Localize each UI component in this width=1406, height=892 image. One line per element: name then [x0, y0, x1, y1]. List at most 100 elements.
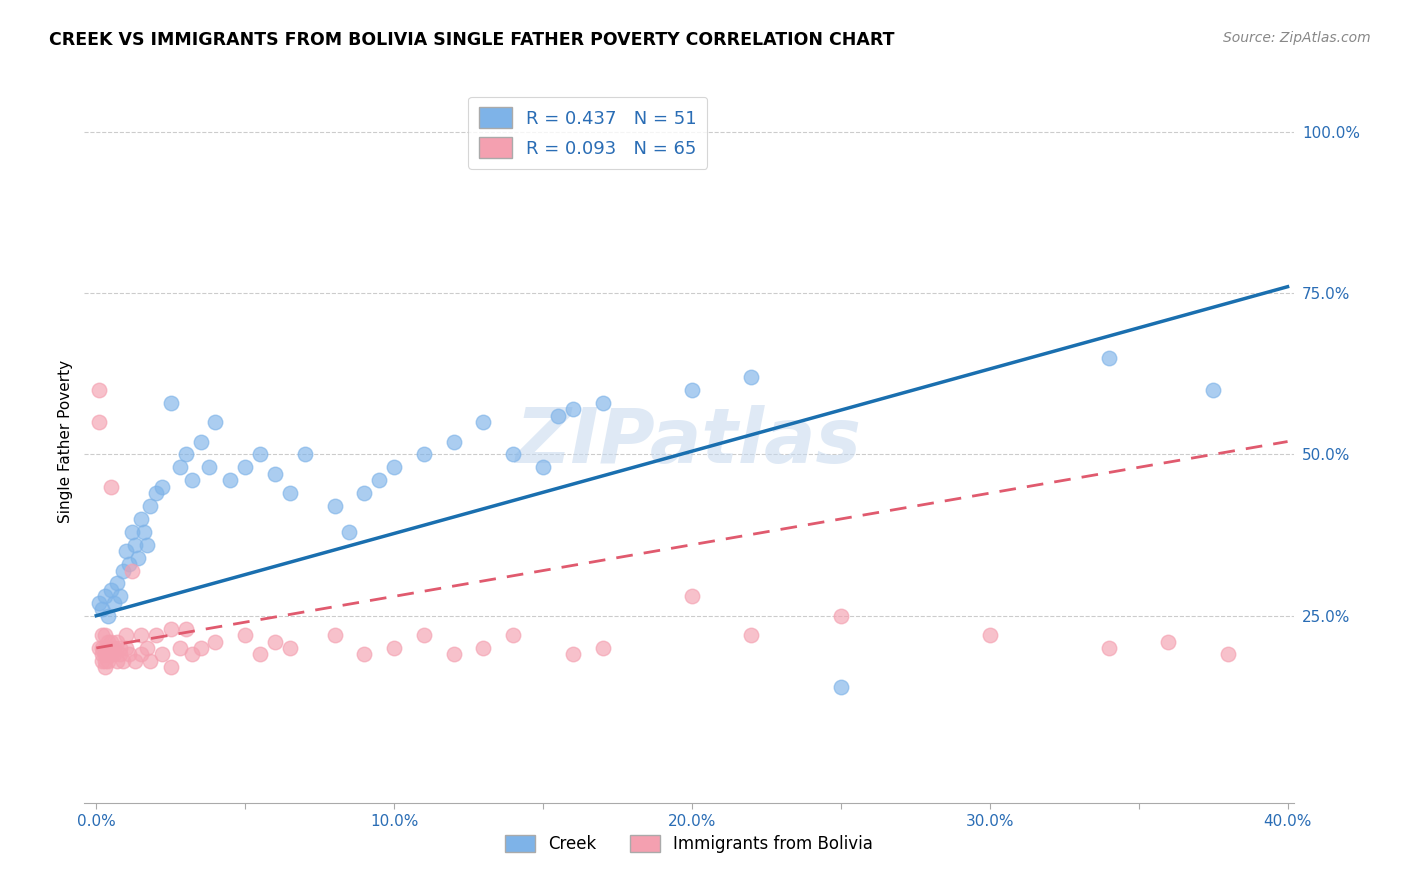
Point: [190, 434, 212, 449]
Y-axis label: Single Father Poverty: Single Father Poverty: [58, 360, 73, 523]
Point: [472, 640, 495, 655]
Point: [443, 434, 465, 449]
Point: [204, 415, 226, 429]
Point: [124, 654, 146, 668]
Point: [129, 628, 152, 642]
Point: [108, 648, 131, 662]
Point: [323, 499, 346, 513]
Point: [233, 460, 256, 475]
Point: [412, 447, 434, 461]
Point: [94, 654, 117, 668]
Point: [681, 383, 703, 397]
Point: [100, 582, 122, 597]
Point: [150, 480, 173, 494]
Point: [103, 648, 125, 662]
Point: [100, 480, 122, 494]
Point: [129, 512, 152, 526]
Point: [353, 648, 375, 662]
Point: [94, 640, 117, 655]
Point: [105, 576, 128, 591]
Point: [249, 447, 271, 461]
Point: [264, 634, 287, 648]
Point: [112, 654, 135, 668]
Point: [204, 634, 226, 648]
Point: [139, 499, 162, 513]
Point: [249, 648, 271, 662]
Point: [97, 640, 120, 655]
Point: [561, 648, 583, 662]
Point: [115, 544, 138, 558]
Point: [103, 640, 125, 655]
Point: [159, 622, 181, 636]
Point: [135, 640, 157, 655]
Point: [100, 640, 122, 655]
Point: [129, 648, 152, 662]
Point: [502, 447, 524, 461]
Point: [89, 383, 111, 397]
Point: [103, 596, 125, 610]
Point: [108, 640, 131, 655]
Point: [1098, 351, 1121, 365]
Point: [278, 640, 301, 655]
Point: [180, 648, 202, 662]
Point: [323, 628, 346, 642]
Point: [94, 660, 117, 674]
Point: [89, 596, 111, 610]
Point: [105, 634, 128, 648]
Point: [353, 486, 375, 500]
Point: [135, 538, 157, 552]
Point: [264, 467, 287, 481]
Point: [97, 648, 120, 662]
Point: [91, 654, 114, 668]
Point: [150, 648, 173, 662]
Point: [740, 370, 762, 384]
Point: [100, 634, 122, 648]
Point: [94, 628, 117, 642]
Point: [198, 460, 221, 475]
Point: [91, 648, 114, 662]
Point: [89, 415, 111, 429]
Point: [105, 654, 128, 668]
Point: [531, 460, 554, 475]
Point: [91, 602, 114, 616]
Point: [190, 640, 212, 655]
Point: [561, 402, 583, 417]
Text: ZIPatlas: ZIPatlas: [516, 405, 862, 478]
Point: [1157, 634, 1180, 648]
Text: CREEK VS IMMIGRANTS FROM BOLIVIA SINGLE FATHER POVERTY CORRELATION CHART: CREEK VS IMMIGRANTS FROM BOLIVIA SINGLE …: [49, 31, 894, 49]
Point: [127, 550, 149, 565]
Point: [94, 590, 117, 604]
Point: [294, 447, 316, 461]
Point: [89, 640, 111, 655]
Point: [121, 564, 143, 578]
Point: [233, 628, 256, 642]
Point: [169, 460, 191, 475]
Point: [502, 628, 524, 642]
Point: [681, 590, 703, 604]
Point: [145, 628, 167, 642]
Point: [592, 396, 614, 410]
Point: [139, 654, 162, 668]
Point: [118, 648, 141, 662]
Point: [118, 557, 141, 571]
Point: [169, 640, 191, 655]
Point: [547, 409, 569, 423]
Point: [740, 628, 762, 642]
Point: [368, 473, 391, 487]
Point: [979, 628, 1001, 642]
Point: [124, 538, 146, 552]
Point: [592, 640, 614, 655]
Point: [91, 640, 114, 655]
Point: [830, 608, 852, 623]
Point: [382, 640, 405, 655]
Point: [132, 524, 155, 539]
Point: [115, 628, 138, 642]
Point: [100, 648, 122, 662]
Legend: Creek, Immigrants from Bolivia: Creek, Immigrants from Bolivia: [498, 828, 880, 860]
Point: [97, 634, 120, 648]
Point: [94, 648, 117, 662]
Point: [108, 590, 131, 604]
Point: [1202, 383, 1225, 397]
Point: [1098, 640, 1121, 655]
Point: [382, 460, 405, 475]
